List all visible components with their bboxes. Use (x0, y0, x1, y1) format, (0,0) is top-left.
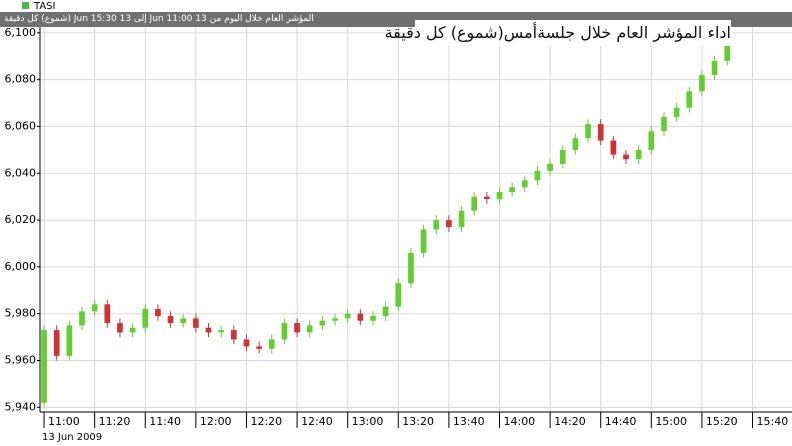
candle-body (673, 107, 680, 118)
candle-body (41, 330, 47, 403)
candle-body (534, 170, 541, 181)
y-tick-label: 5,960 (5, 354, 37, 367)
candle-body (471, 196, 478, 211)
candle-body (635, 149, 642, 160)
x-tick-label: 13:20 (402, 415, 434, 428)
annotation: اداء المؤشر العام خلال جلسةأمس(شموع) كل … (385, 20, 731, 46)
y-tick-label: 6,100 (5, 26, 37, 39)
candle-body (623, 154, 629, 160)
candle-body (395, 283, 402, 307)
candle-body (281, 323, 288, 340)
y-tick-label: 6,080 (5, 73, 37, 86)
candle-body (547, 163, 553, 171)
y-tick-label: 6,000 (5, 260, 37, 273)
candle-body (686, 91, 693, 108)
candle-body (66, 325, 73, 356)
x-tick-label: 15:40 (757, 415, 789, 428)
candle-body (484, 196, 490, 200)
candle-body (711, 60, 718, 75)
x-tick-label: 15:00 (655, 415, 687, 428)
candle-body (661, 117, 667, 132)
x-tick-label: 11:40 (149, 415, 181, 428)
candle-body (294, 323, 300, 333)
candle-body (155, 309, 161, 317)
x-tick-label: 13:40 (453, 415, 485, 428)
candle-body (344, 313, 351, 319)
legend-label: TASI (33, 1, 55, 12)
candle-body (572, 138, 579, 150)
candle-body (256, 346, 262, 349)
candle-body (129, 327, 136, 333)
legend-swatch (22, 2, 29, 9)
candle-body (597, 124, 604, 141)
candle-body (142, 309, 149, 328)
candle-body (91, 304, 98, 312)
x-tick-label: 12:00 (200, 415, 232, 428)
candle-body (167, 316, 174, 324)
candle-body (357, 313, 364, 321)
x-tick-label: 12:40 (301, 415, 333, 428)
candle-body (496, 192, 503, 200)
candle-body (306, 325, 313, 333)
y-tick-label: 6,060 (5, 119, 37, 132)
candle-body (319, 320, 326, 326)
candle-body (117, 323, 123, 333)
y-tick-label: 5,980 (5, 307, 37, 320)
y-tick-label: 6,020 (5, 213, 37, 226)
y-tick-label: 5,940 (5, 400, 37, 413)
candle-body (509, 187, 515, 192)
y-tick-label: 6,040 (5, 166, 37, 179)
candle-body (408, 252, 414, 284)
candle-body (332, 318, 338, 321)
candle-body (370, 316, 376, 321)
candle-body (243, 339, 250, 347)
candle-body (218, 330, 225, 333)
date-label: 13 Jun 2009 (42, 432, 102, 443)
candle-body (648, 131, 655, 150)
candle-body (268, 339, 275, 349)
candle-body (230, 330, 237, 340)
x-tick-label: 13:00 (352, 415, 384, 428)
candle-body (585, 124, 591, 139)
candle-body (610, 140, 617, 155)
x-tick-label: 15:20 (706, 415, 738, 428)
candle-body (180, 318, 187, 324)
x-tick-label: 11:20 (99, 415, 131, 428)
candle-body (193, 318, 199, 328)
candle-body (104, 304, 111, 324)
candle-body (420, 229, 427, 253)
candle-body (699, 74, 705, 92)
candle-body (433, 220, 440, 230)
candle-body (53, 330, 60, 356)
x-tick-label: 12:20 (250, 415, 282, 428)
candle-body (382, 306, 389, 317)
candle-body (559, 149, 566, 164)
x-tick-label: 14:20 (554, 415, 586, 428)
candle-body (521, 180, 528, 188)
candle-body (724, 44, 731, 61)
candle-body (446, 220, 452, 228)
x-tick-label: 14:40 (605, 415, 637, 428)
candle-body (79, 311, 85, 326)
candle-body (205, 327, 212, 333)
candle-body (458, 210, 465, 228)
x-tick-label: 14:00 (503, 415, 535, 428)
x-tick-label: 11:00 (48, 415, 80, 428)
